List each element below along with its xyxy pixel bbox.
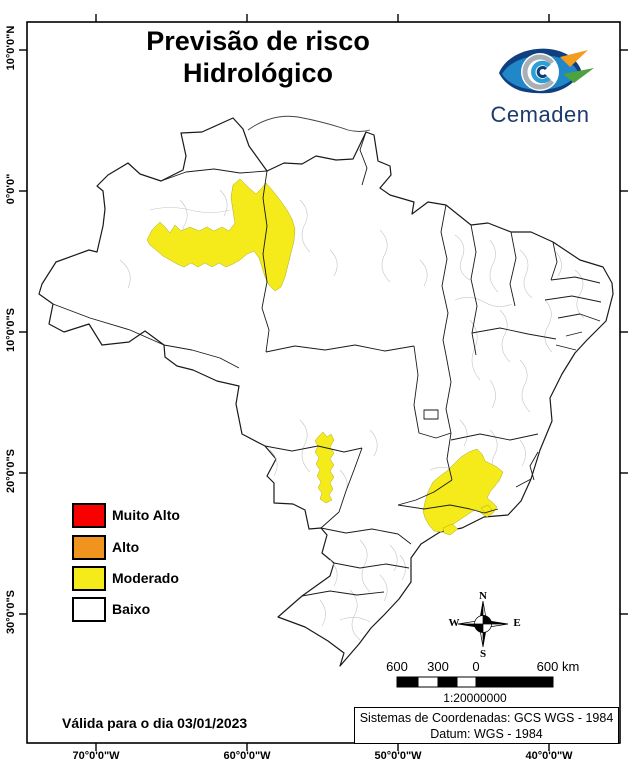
compass-w-label: W	[448, 617, 460, 629]
scale-bar	[396, 676, 554, 688]
lat-label-30s: 30°0'0"S	[5, 589, 17, 635]
risk-region-north	[146, 178, 296, 292]
validity-date-label: Válida para o dia 03/01/2023	[62, 715, 248, 731]
lat-label-10s: 10°0'0"S	[5, 307, 17, 353]
legend-swatch-moderado	[72, 566, 106, 591]
coordinate-system-box: Sistemas de Coordenadas: GCS WGS - 1984 …	[354, 707, 619, 744]
legend-swatch-alto	[72, 535, 106, 560]
cemaden-logo-icon	[499, 43, 594, 97]
map-frame	[26, 21, 621, 744]
risk-region-sp-coast	[442, 523, 459, 536]
compass-e-label: E	[513, 617, 521, 629]
legend-label-baixo: Baixo	[112, 601, 151, 617]
legend-swatch-baixo	[72, 597, 106, 622]
municipal-borders	[119, 189, 585, 641]
risk-regions-moderado	[146, 178, 504, 536]
legend-label-alto: Alto	[112, 539, 140, 555]
crs-line2: Datum: WGS - 1984	[430, 727, 543, 741]
risk-region-center	[314, 431, 335, 504]
compass-rose-icon	[457, 600, 509, 648]
page-title-line1: Previsão de risco	[146, 26, 370, 56]
legend-swatch-muito-alto	[72, 503, 106, 528]
scale-label-0: 0	[472, 659, 480, 674]
lon-label-60w: 60°0'0"W	[223, 750, 271, 762]
risk-region-southeast	[422, 448, 504, 533]
legend-label-muito-alto: Muito Alto	[112, 507, 180, 523]
lat-label-20s: 20°0'0"S	[5, 448, 17, 494]
crs-line1: Sistemas de Coordenadas: GCS WGS - 1984	[359, 711, 614, 725]
cemaden-wordmark: Cemaden	[490, 102, 590, 127]
lat-label-0: 0°0'0"	[5, 173, 17, 205]
distrito-federal-outline	[423, 409, 439, 420]
scale-label-600km: 600 km	[536, 659, 580, 674]
lon-label-40w: 40°0'0"W	[525, 750, 573, 762]
compass-s-label: S	[479, 648, 487, 660]
lon-label-70w: 70°0'0"W	[72, 750, 120, 762]
legend-label-moderado: Moderado	[112, 570, 179, 586]
page-title-line2: Hidrológico	[183, 58, 333, 88]
scale-label-300: 300	[427, 659, 449, 674]
scale-ratio-label: 1:20000000	[443, 691, 507, 705]
lon-label-50w: 50°0'0"W	[374, 750, 422, 762]
graticule-ticks	[19, 14, 628, 751]
state-borders	[52, 131, 602, 597]
compass-n-label: N	[479, 590, 487, 602]
lat-label-10n: 10°0'0"N	[5, 25, 17, 71]
neighbour-coastline	[247, 115, 371, 132]
scale-label-600-left: 600	[386, 659, 408, 674]
